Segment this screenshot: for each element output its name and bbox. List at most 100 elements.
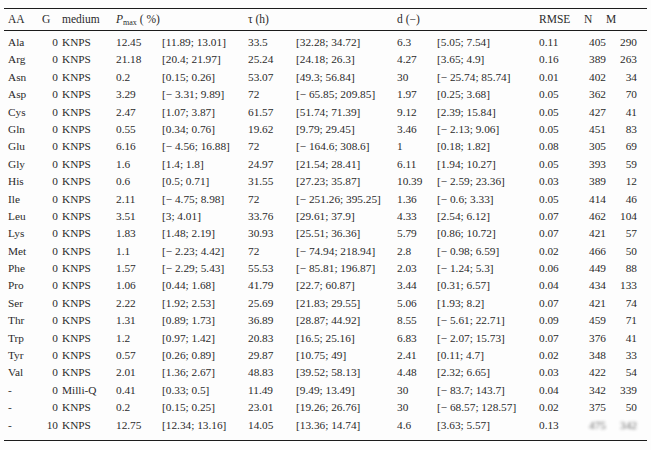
cell-d: 30	[397, 382, 437, 399]
cell-pmax-ci: [20.4; 21.97]	[162, 51, 248, 68]
column-header-rmse: RMSE	[539, 9, 584, 30]
cell-pmax-ci: [0.44; 1.68]	[162, 277, 248, 294]
cell-n: 389	[584, 173, 606, 190]
cell-tau: 41.79	[248, 277, 296, 294]
cell-d-ci: [− 1.24; 5.3]	[437, 260, 539, 277]
cell-medium: KNPS	[62, 399, 116, 416]
table-row: Ala 0 KNPS 12.45 [11.89; 13.01] 33.5 [32…	[0, 34, 651, 51]
cell-tau: 30.93	[248, 225, 296, 242]
cell-m: 50	[606, 243, 637, 260]
cell-tau-ci: [24.18; 26.3]	[296, 51, 397, 68]
cell-m: 33	[606, 347, 637, 364]
cell-d: 5.79	[397, 225, 437, 242]
cell-medium: KNPS	[62, 225, 116, 242]
cell-medium: KNPS	[62, 138, 116, 155]
cell-pmax: 2.01	[116, 364, 162, 381]
cell-d: 6.83	[397, 330, 437, 347]
cell-medium: KNPS	[62, 295, 116, 312]
cell-pmax: 0.2	[116, 399, 162, 416]
cell-m: 34	[606, 69, 637, 86]
cell-g: 0	[42, 399, 62, 416]
cell-d-ci: [− 2.07; 15.73]	[437, 330, 539, 347]
cell-m: 41	[606, 330, 637, 347]
cell-rmse: 0.05	[539, 86, 584, 103]
cell-tau-ci: [9.79; 29.45]	[296, 121, 397, 138]
cell-tau-ci: [19.26; 26.76]	[296, 399, 397, 416]
cell-tau-ci: [− 164.6; 308.6]	[296, 138, 397, 155]
cell-d-ci: [− 2.59; 23.36]	[437, 173, 539, 190]
cell-tau: 55.53	[248, 260, 296, 277]
cell-pmax-ci: [0.33; 0.5]	[162, 382, 248, 399]
cell-m: 69	[606, 138, 637, 155]
cell-d: 1.97	[397, 86, 437, 103]
cell-m: 41	[606, 104, 637, 121]
cell-medium: KNPS	[62, 417, 116, 434]
cell-rmse: 0.03	[539, 173, 584, 190]
cell-tau: 33.5	[248, 34, 296, 51]
cell-aa: Leu	[8, 208, 42, 225]
cell-aa: Arg	[8, 51, 42, 68]
table-bottom-rule	[4, 440, 647, 441]
cell-medium: KNPS	[62, 121, 116, 138]
cell-medium: KNPS	[62, 243, 116, 260]
cell-tau-ci: [22.7; 60.87]	[296, 277, 397, 294]
cell-g: 0	[42, 295, 62, 312]
cell-d-ci: [3.63; 5.57]	[437, 417, 539, 434]
cell-tau-ci: [16.5; 25.16]	[296, 330, 397, 347]
cell-rmse: 0.03	[539, 364, 584, 381]
cell-tau-ci: [27.23; 35.87]	[296, 173, 397, 190]
cell-pmax: 0.57	[116, 347, 162, 364]
cell-d: 10.39	[397, 173, 437, 190]
cell-medium: KNPS	[62, 156, 116, 173]
cell-pmax: 6.16	[116, 138, 162, 155]
cell-medium: KNPS	[62, 208, 116, 225]
cell-medium: KNPS	[62, 312, 116, 329]
cell-tau-ci: [− 65.85; 209.85]	[296, 86, 397, 103]
column-header-tau: τ (h)	[248, 9, 397, 30]
cell-n: 376	[584, 330, 606, 347]
table-row: Met 0 KNPS 1.1 [− 2.23; 4.42] 72 [− 74.9…	[0, 243, 651, 260]
table-row: Leu 0 KNPS 3.51 [3; 4.01] 33.76 [29.61; …	[0, 208, 651, 225]
cell-g: 0	[42, 121, 62, 138]
pmax-symbol: P	[116, 13, 123, 25]
cell-rmse: 0.05	[539, 104, 584, 121]
cell-pmax: 0.41	[116, 382, 162, 399]
cell-rmse: 0.11	[539, 34, 584, 51]
cell-d-ci: [2.54; 6.12]	[437, 208, 539, 225]
column-header-m: M	[606, 9, 637, 30]
cell-pmax: 12.45	[116, 34, 162, 51]
cell-pmax: 21.18	[116, 51, 162, 68]
cell-d-ci: [0.31; 6.57]	[437, 277, 539, 294]
cell-m: 83	[606, 121, 637, 138]
cell-rmse: 0.07	[539, 295, 584, 312]
cell-pmax: 12.75	[116, 417, 162, 434]
table-row: - 0 Milli-Q 0.41 [0.33; 0.5] 11.49 [9.49…	[0, 382, 651, 399]
table-row: Lys 0 KNPS 1.83 [1.48; 2.19] 30.93 [25.5…	[0, 225, 651, 242]
cell-pmax-ci: [1.4; 1.8]	[162, 156, 248, 173]
cell-d: 1.36	[397, 191, 437, 208]
cell-n: 451	[584, 121, 606, 138]
cell-rmse: 0.04	[539, 382, 584, 399]
table-row: Cys 0 KNPS 2.47 [1.07; 3.87] 61.57 [51.7…	[0, 104, 651, 121]
cell-d-ci: [1.94; 10.27]	[437, 156, 539, 173]
cell-m: 290	[606, 34, 637, 51]
cell-aa: Thr	[8, 312, 42, 329]
cell-m: 57	[606, 225, 637, 242]
cell-tau: 19.62	[248, 121, 296, 138]
cell-d: 4.33	[397, 208, 437, 225]
cell-pmax-ci: [3; 4.01]	[162, 208, 248, 225]
cell-medium: KNPS	[62, 104, 116, 121]
cell-tau-ci: [28.87; 44.92]	[296, 312, 397, 329]
cell-g: 0	[42, 69, 62, 86]
cell-d: 2.8	[397, 243, 437, 260]
cell-n: 466	[584, 243, 606, 260]
cell-g: 0	[42, 312, 62, 329]
cell-pmax: 1.31	[116, 312, 162, 329]
cell-aa: -	[8, 417, 42, 434]
cell-pmax-ci: [0.89; 1.73]	[162, 312, 248, 329]
cell-d-ci: [− 0.98; 6.59]	[437, 243, 539, 260]
cell-rmse: 0.01	[539, 69, 584, 86]
cell-pmax-ci: [0.15; 0.26]	[162, 69, 248, 86]
cell-n: 414	[584, 191, 606, 208]
cell-tau: 24.97	[248, 156, 296, 173]
